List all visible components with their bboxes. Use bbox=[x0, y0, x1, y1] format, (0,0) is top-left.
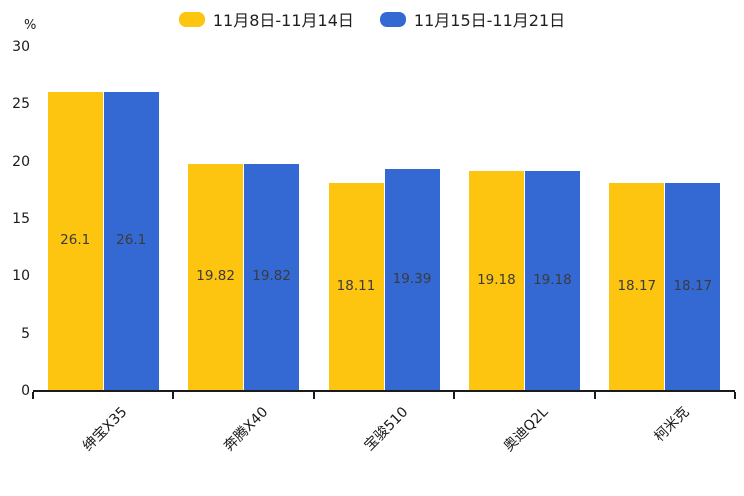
legend-swatch-blue bbox=[379, 11, 406, 27]
y-axis-unit-label: % bbox=[24, 18, 37, 33]
x-axis-tick-mark bbox=[312, 392, 315, 399]
legend-label-week2: 11月15日-11月21日 bbox=[413, 11, 566, 30]
chart-legend: 11月8日-11月14日 11月15日-11月21日 bbox=[0, 7, 744, 31]
legend-label-week1: 11月8日-11月14日 bbox=[212, 11, 354, 30]
bar-value-label: 26.1 bbox=[60, 232, 91, 249]
bar-week2-3 bbox=[524, 171, 580, 390]
x-axis-tick-mark bbox=[453, 392, 456, 399]
bar-week2-4 bbox=[665, 182, 721, 390]
y-axis-tick-label: 20 bbox=[12, 153, 30, 170]
x-axis-category-label: 柯米克 bbox=[651, 404, 693, 446]
x-axis-category-label: 奔腾X40 bbox=[220, 404, 272, 455]
x-axis-tick-mark bbox=[32, 392, 34, 399]
x-axis-category-label: 宝骏510 bbox=[361, 404, 412, 455]
bar-value-label: 19.82 bbox=[196, 268, 235, 285]
y-axis-tick-label: 15 bbox=[12, 211, 30, 227]
bar-week1-4 bbox=[609, 182, 665, 390]
y-axis-tick-label: 0 bbox=[21, 383, 30, 399]
bar-value-label: 18.17 bbox=[617, 277, 657, 294]
bar-value-label: 26.1 bbox=[116, 232, 147, 249]
x-axis-tick-mark bbox=[172, 392, 175, 399]
bar-value-label: 19.82 bbox=[252, 268, 291, 285]
bar-week1-0 bbox=[47, 91, 103, 390]
bar-week2-0 bbox=[103, 91, 159, 390]
x-axis-line bbox=[33, 390, 735, 392]
bar-value-label: 19.39 bbox=[392, 270, 432, 287]
bar-week2-2 bbox=[384, 168, 440, 390]
bar-value-label: 19.18 bbox=[477, 272, 516, 289]
legend-swatch-yellow bbox=[178, 11, 205, 27]
bar-week1-1 bbox=[188, 163, 244, 390]
legend-item-week1: 11月8日-11月14日 bbox=[178, 7, 354, 31]
y-axis-tick-label: 25 bbox=[12, 96, 30, 113]
legend-item-week2: 11月15日-11月21日 bbox=[379, 7, 566, 31]
y-axis-tick-label: 5 bbox=[21, 325, 30, 342]
x-axis-tick-mark bbox=[734, 392, 736, 399]
bar-value-label: 18.17 bbox=[673, 277, 713, 294]
bar-week1-2 bbox=[328, 183, 384, 390]
bar-week2-1 bbox=[244, 163, 300, 390]
bar-week1-3 bbox=[468, 171, 524, 390]
y-axis-tick-label: 10 bbox=[12, 268, 30, 285]
y-axis-tick-label: 30 bbox=[12, 39, 30, 55]
bar-value-label: 19.18 bbox=[533, 272, 572, 289]
x-axis-category-label: 奥迪Q2L bbox=[501, 404, 552, 455]
x-axis-tick-mark bbox=[593, 392, 596, 399]
bar-value-label: 18.11 bbox=[336, 278, 376, 295]
x-axis-category-label: 绅宝X35 bbox=[80, 404, 131, 455]
